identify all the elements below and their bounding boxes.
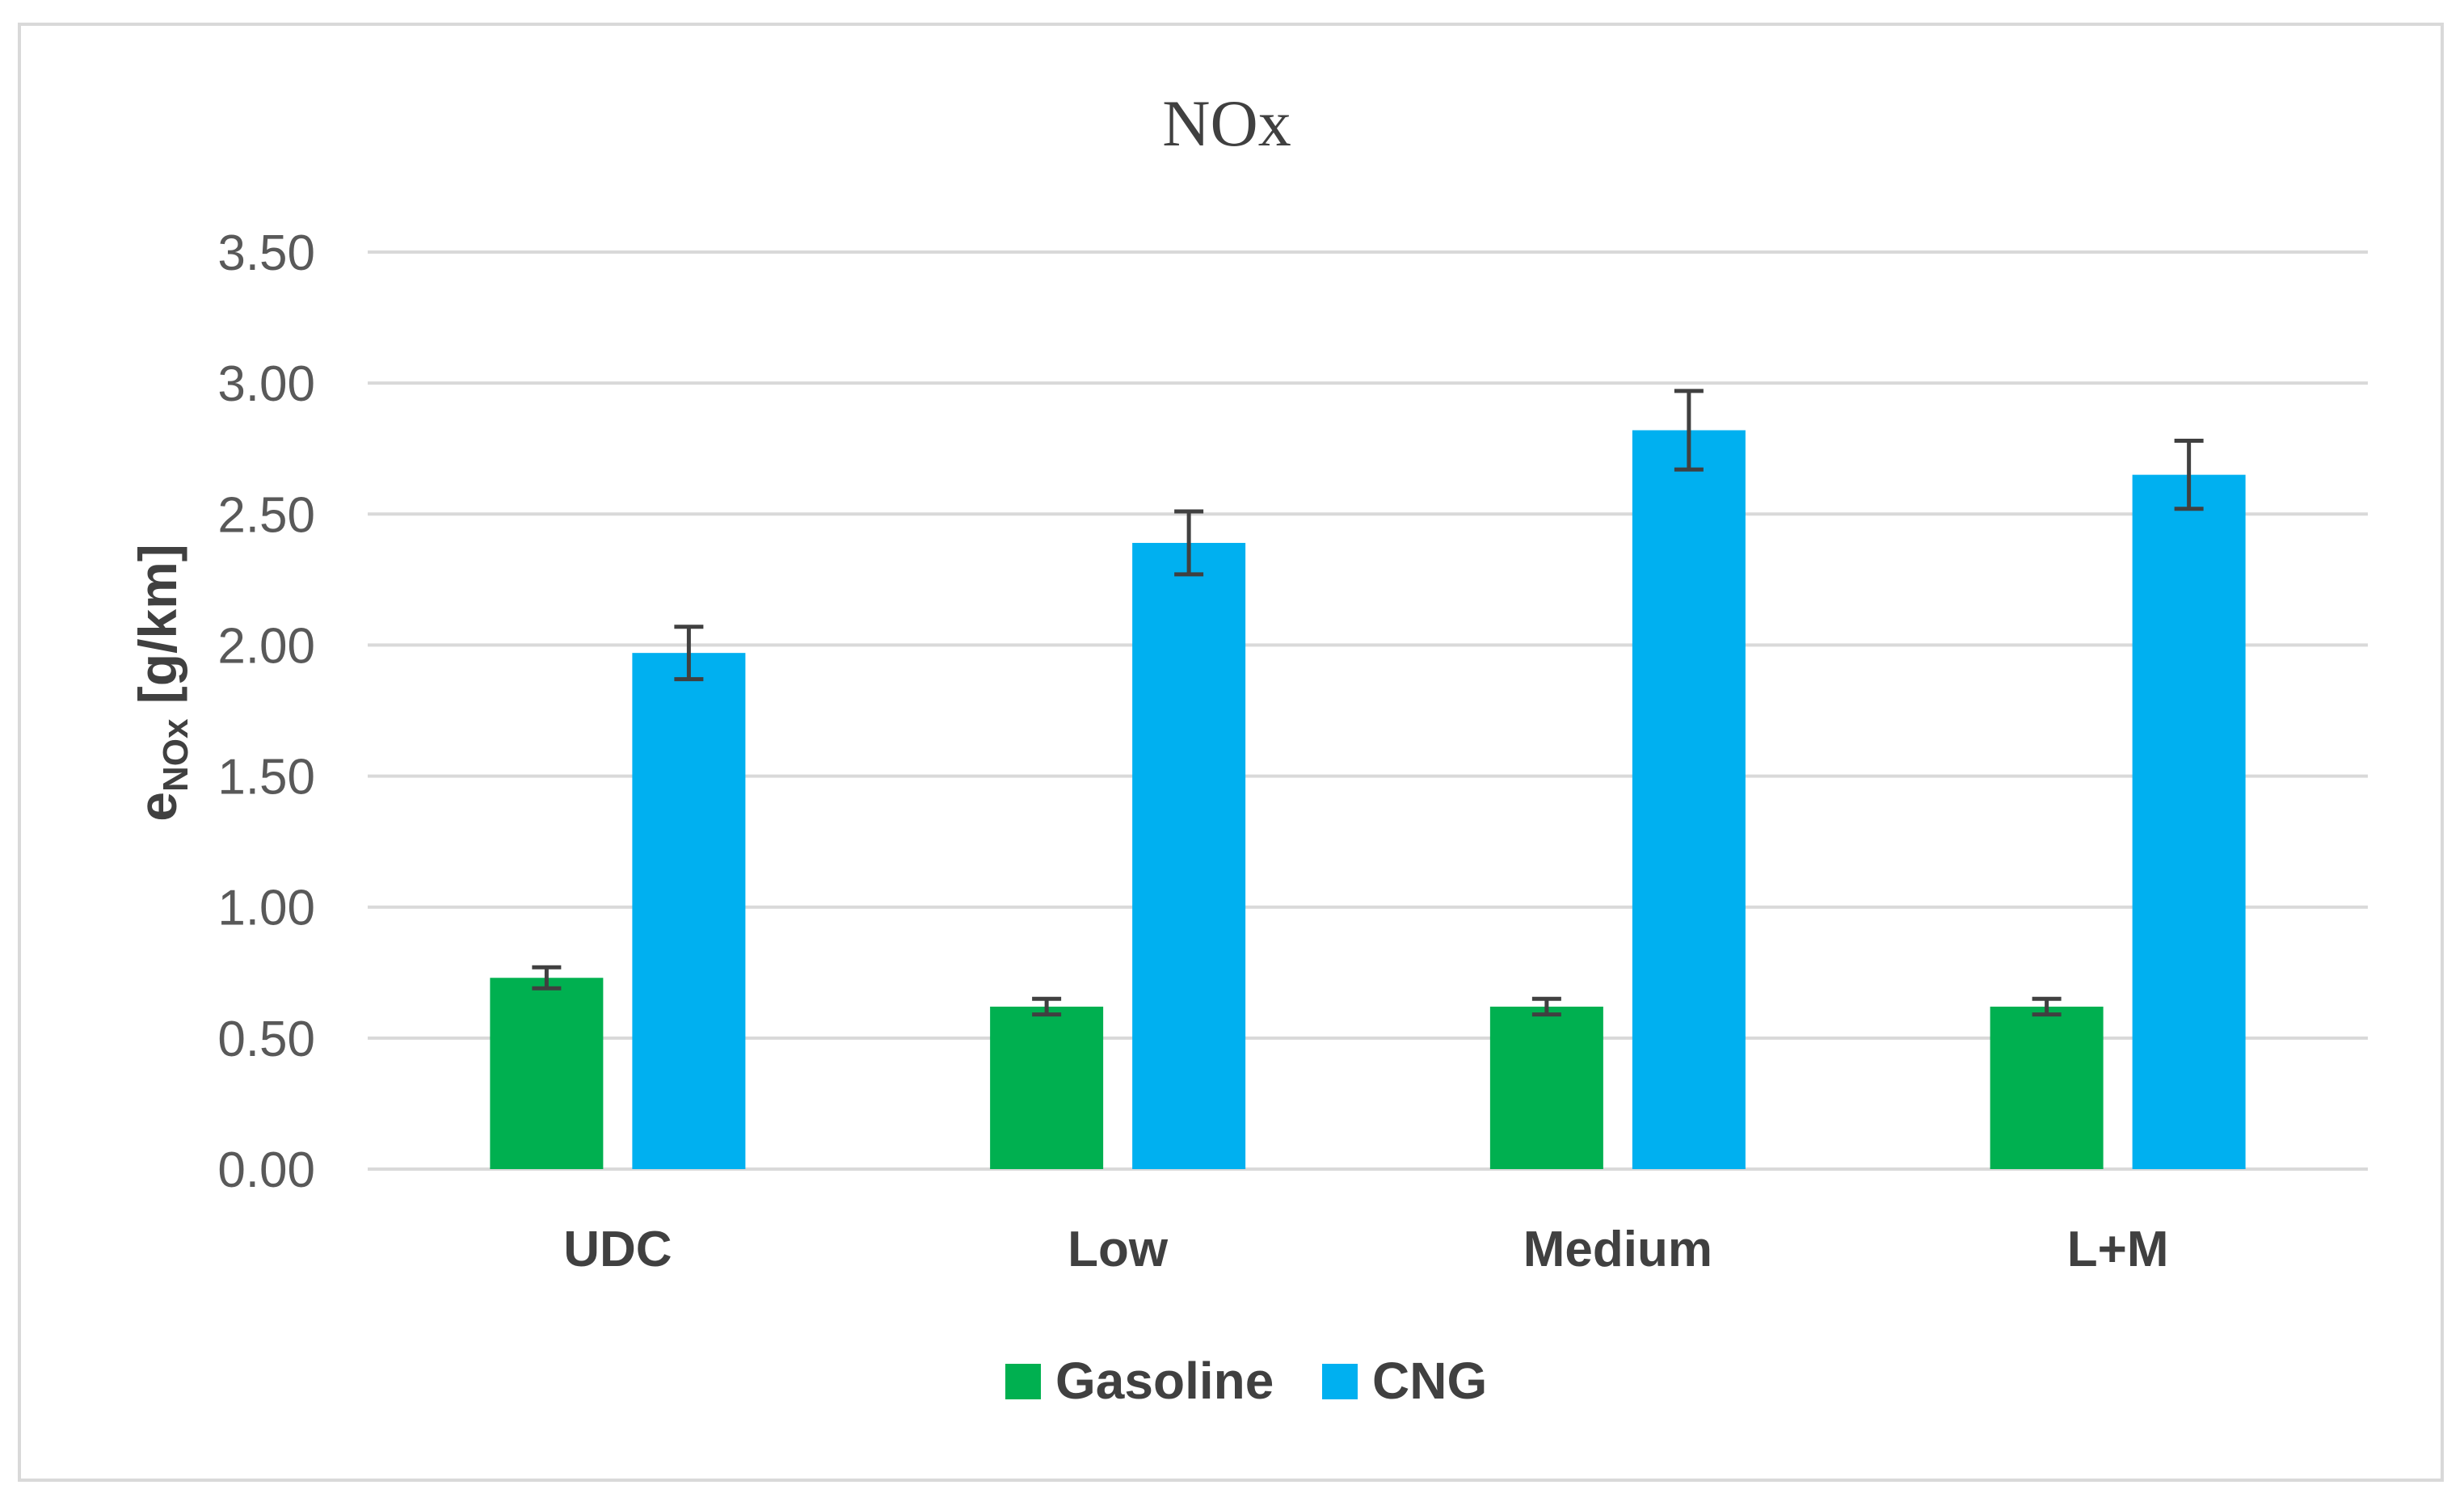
bar-gasoline-lm [1990, 1006, 2104, 1169]
y-tick-label: 1.00 [217, 881, 315, 936]
bar-gasoline-medium [1489, 1006, 1603, 1169]
x-tick-label: L+M [2067, 1222, 2169, 1277]
y-axis-label-main: e [128, 792, 187, 822]
legend-swatch-gasoline [1005, 1364, 1041, 1399]
x-axis-category-labels: UDC Low Medium L+M [563, 1222, 2168, 1277]
bar-cng-lm [2132, 474, 2246, 1169]
error-bars [532, 389, 2204, 1017]
bar-cng-medium [1632, 430, 1746, 1169]
x-tick-label: UDC [563, 1222, 672, 1277]
y-tick-label: 3.50 [217, 225, 315, 281]
y-axis-label: eNOx [g/km] [128, 544, 196, 822]
legend: Gasoline CNG [1005, 1352, 1487, 1410]
y-tick-label: 1.50 [217, 750, 315, 806]
y-tick-label: 2.50 [217, 487, 315, 543]
legend-swatch-cng [1322, 1364, 1358, 1399]
bar-gasoline-udc [490, 978, 604, 1169]
y-axis-label-unit: [g/km] [128, 544, 187, 718]
y-tick-label: 0.50 [217, 1012, 315, 1067]
bar-gasoline-low [990, 1006, 1104, 1169]
y-axis-tick-labels: 0.00 0.50 1.00 1.50 2.00 2.50 3.00 3.50 [217, 225, 315, 1198]
legend-label-cng: CNG [1372, 1352, 1487, 1410]
y-axis-label-subscript: NOx [156, 718, 196, 792]
chart-title: NOx [1162, 86, 1291, 160]
legend-label-gasoline: Gasoline [1055, 1352, 1274, 1410]
bar-cng-udc [632, 653, 746, 1169]
y-tick-label: 2.00 [217, 618, 315, 674]
y-tick-label: 0.00 [217, 1142, 315, 1198]
y-tick-label: 3.00 [217, 356, 315, 412]
x-tick-label: Low [1068, 1222, 1169, 1277]
bar-cng-low [1132, 542, 1246, 1169]
bars [490, 430, 2246, 1169]
x-tick-label: Medium [1523, 1222, 1712, 1277]
